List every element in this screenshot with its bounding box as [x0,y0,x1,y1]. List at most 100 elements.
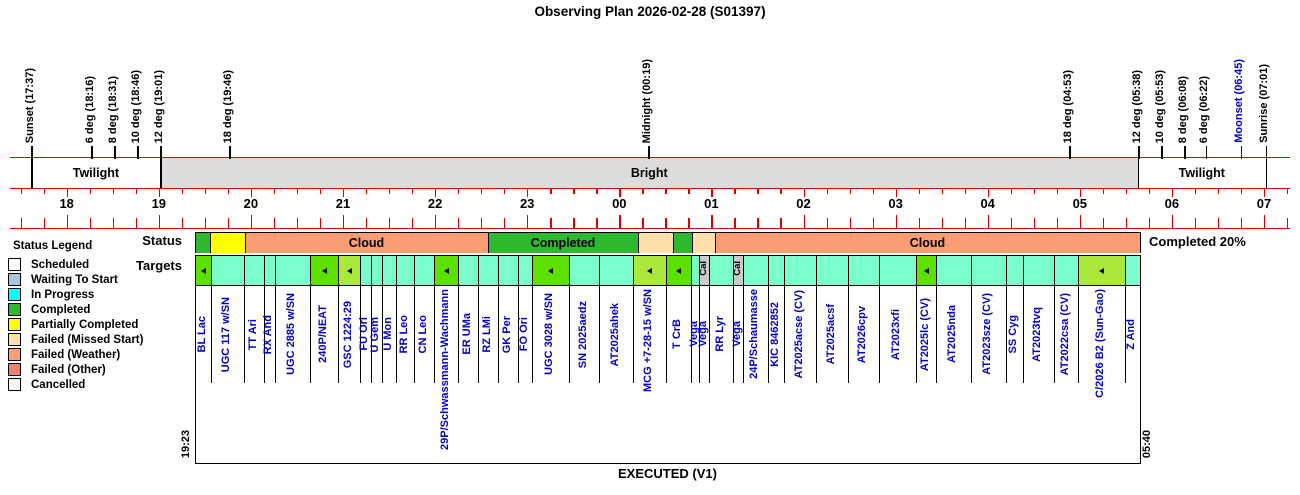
quarter-tick [458,189,460,194]
status-segment-label: Cloud [909,235,946,250]
target-cell [211,256,244,285]
twilight-band [1138,158,1266,188]
quarter-tick [1287,189,1289,194]
target-cell-divider [1006,256,1008,383]
target-name: RR Leo [397,314,410,354]
hour-tick [343,189,345,197]
quarter-tick [181,189,184,194]
hour-tick-bottom [619,214,621,228]
legend-items: Scheduled Waiting To Start In Progress Comp… [8,257,143,392]
target-cell-divider [733,256,735,383]
target-marker-icon [647,267,652,274]
completed-percentage-label: Completed 20% [1149,234,1246,249]
status-segment [245,233,488,253]
target-cell-divider [971,256,973,383]
target-cell-divider [414,256,416,383]
hour-label: 05 [1072,195,1088,211]
quarter-tick-bottom [665,218,667,228]
target-cell-divider [691,256,693,383]
plan-end-time: 05:40 [1141,429,1153,458]
page-title: Observing Plan 2026-02-28 (S01397) [534,4,766,19]
targets-box [194,254,1141,464]
quarter-tick-bottom [849,218,851,228]
hour-label: 03 [888,195,903,211]
hour-tick-bottom [343,214,345,228]
quarter-tick [665,189,667,194]
target-cell [382,256,396,285]
target-marker-icon [548,267,553,274]
legend-item: Partially Completed [8,317,143,332]
target-cell [569,256,599,285]
hour-tick-bottom [1264,214,1266,228]
quarter-tick [941,189,943,194]
hour-tick-bottom [527,214,529,228]
target-name: AT2023tvq [1031,306,1043,362]
quarter-tick [688,189,690,194]
quarter-tick [366,189,368,194]
quarter-tick-bottom [1240,218,1243,228]
target-cell [879,256,916,285]
quarter-tick [135,189,138,194]
legend-swatch [8,273,21,286]
quarter-tick [296,189,299,194]
legend-item-label: Partially Completed [31,318,139,331]
event-tick [31,145,33,159]
hour-tick [987,189,989,197]
event-tick [1265,145,1268,159]
legend-item-label: In Progress [31,288,95,301]
hour-tick [1264,189,1266,197]
quarter-tick-bottom [43,218,45,228]
target-cell [743,256,768,285]
quarter-tick [1217,189,1220,194]
band-boundary-line [1138,158,1140,188]
hour-tick-bottom [987,214,989,228]
quarter-tick-bottom [964,218,966,228]
target-cells-baseline [196,285,1140,287]
hour-label: 21 [335,195,351,211]
quarter-tick [573,189,575,194]
target-cell [478,256,498,285]
target-name: AT2026cpv [856,305,868,363]
legend-swatch [8,258,21,271]
status-row-label: Status [142,233,182,248]
quarter-tick [1125,189,1128,194]
legend-item-label: Scheduled [31,258,90,271]
target-cell-divider [211,256,213,383]
target-cell [1125,256,1140,285]
hour-tick [895,189,897,197]
hour-label: 04 [980,195,995,211]
target-name: AT2025lc (CV) [918,297,931,371]
event-tick [1138,145,1140,159]
target-name: Vega [696,321,709,347]
target-name: C/2026 B2 (Sun-Gao) [1094,289,1106,398]
target-name: 29P/Schwassmann-Wachmann [438,289,451,450]
event-label: 10 deg (05:53) [1153,69,1166,143]
hour-label: 07 [1256,195,1272,211]
quarter-tick-bottom [1194,218,1197,228]
target-cell-divider [666,256,668,383]
target-cell-divider [478,256,480,383]
target-name: U Gem [369,316,381,352]
status-legend: Status Legend Scheduled Waiting To Start I… [8,240,143,392]
event-tick [114,145,116,159]
status-segment [210,233,245,253]
band-boundary-line [1265,158,1267,188]
quarter-tick [596,189,598,194]
target-cell [396,256,414,285]
quarter-tick [964,189,966,194]
hour-label: 20 [243,195,259,211]
quarter-tick-bottom [389,218,391,228]
legend-item-label: Failed (Missed Start) [31,333,144,346]
target-marker-icon [346,267,352,274]
quarter-tick [43,189,45,194]
target-name: FO Ori [517,317,530,352]
quarter-tick [849,189,851,194]
target-cell [360,256,371,285]
legend-item: Failed (Weather) [8,347,143,362]
target-name: TT Ari [246,318,259,350]
target-cell [936,256,971,285]
legend-item-label: Completed [31,303,91,316]
legend-item-label: Failed (Weather) [31,348,121,361]
twilight-band [160,158,1139,188]
legend-item: Scheduled [8,257,143,272]
